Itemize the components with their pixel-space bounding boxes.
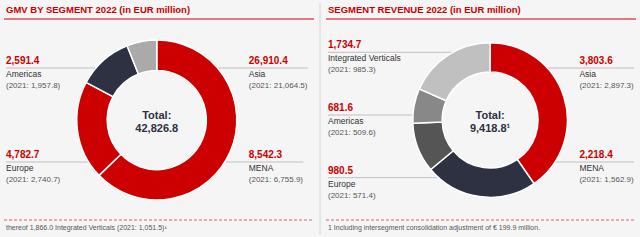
slice [127, 40, 157, 74]
comparison-label: (2021: 2,897.3) [579, 81, 634, 90]
data-label: 1,734.7 [328, 39, 362, 50]
chart-root: GMV BY SEGMENT 2022 (in EUR million) ther… [0, 0, 640, 237]
slice-label: 26,910.4 Asia (2021: 21,064.5) [249, 55, 308, 90]
slice-label: 2,218.4 MENA (2021: 1,562.9) [579, 149, 634, 184]
slice [77, 82, 121, 175]
footnote-rule [326, 220, 636, 221]
data-label: 2,218.4 [579, 149, 613, 160]
comparison-label: (2021: 509.6) [328, 128, 376, 137]
category-label: MENA [579, 163, 604, 173]
comparison-label: (2021: 6,755.9) [249, 175, 304, 184]
slices [77, 40, 237, 200]
comparison-label: (2021: 2,740.7) [6, 175, 61, 184]
slice-label: 980.5 Europe (2021: 571.4) [328, 165, 376, 200]
data-label: 980.5 [328, 165, 353, 176]
data-label: 8,542.3 [249, 149, 283, 160]
data-label: 26,910.4 [249, 55, 288, 66]
category-label: Asia [579, 69, 596, 79]
center-label: 42,826.8 [135, 122, 178, 134]
category-label: Americas [6, 69, 41, 79]
slice-label: 3,803.6 Asia (2021: 2,897.3) [579, 55, 634, 90]
footnote-rule [4, 220, 314, 221]
category-label: Integrated Verticals [328, 53, 401, 63]
category-label: MENA [249, 163, 274, 173]
center-label: Total: [142, 109, 171, 121]
title-rule [326, 19, 636, 20]
comparison-label: (2021: 985.3) [328, 65, 376, 74]
category-label: Europe [6, 163, 34, 173]
data-label: 681.6 [328, 102, 353, 113]
footnote: thereof 1,866.0 Integrated Verticals (20… [6, 224, 167, 232]
slice [413, 122, 453, 170]
category-label: Europe [328, 179, 356, 189]
category-label: Americas [328, 116, 363, 126]
data-label: 3,803.6 [579, 55, 613, 66]
slice-label: 2,591.4 Americas (2021: 1,957.8) [6, 55, 61, 90]
donut-panel: GMV BY SEGMENT 2022 (in EUR million) ther… [4, 4, 314, 232]
center-label: Total: [476, 109, 505, 121]
data-label: 4,782.7 [6, 149, 40, 160]
comparison-label: (2021: 1,957.8) [6, 81, 61, 90]
panel-separator [320, 3, 321, 234]
slice [431, 151, 534, 198]
center-label: 9,418.8¹ [470, 122, 511, 134]
category-label: Asia [249, 69, 266, 79]
slice-label: 8,542.3 MENA (2021: 6,755.9) [249, 149, 304, 184]
data-label: 2,591.4 [6, 55, 40, 66]
title: GMV BY SEGMENT 2022 (in EUR million) [6, 4, 190, 15]
title-rule [4, 19, 314, 20]
comparison-label: (2021: 21,064.5) [249, 81, 308, 90]
slice [419, 43, 490, 101]
comparison-label: (2021: 1,562.9) [579, 175, 634, 184]
slices [413, 43, 568, 198]
title: SEGMENT REVENUE 2022 (in EUR million) [328, 4, 521, 15]
slice-label: 681.6 Americas (2021: 509.6) [328, 102, 376, 137]
background [0, 0, 640, 237]
donut-panel: SEGMENT REVENUE 2022 (in EUR million) 1 I… [326, 4, 636, 232]
slice-label: 4,782.7 Europe (2021: 2,740.7) [6, 149, 61, 184]
comparison-label: (2021: 571.4) [328, 191, 376, 200]
slice-label: 1,734.7 Integrated Verticals (2021: 985.3) [328, 39, 401, 74]
footnote: 1 Including intersegment consolidation a… [328, 224, 540, 232]
